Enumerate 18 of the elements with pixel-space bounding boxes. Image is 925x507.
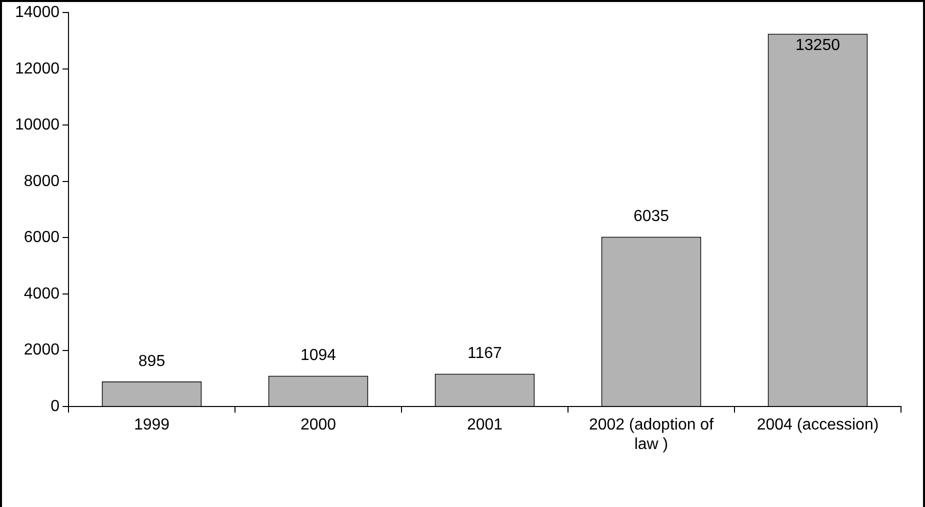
y-tick-label: 8000 — [24, 172, 60, 190]
x-tick-label: 2004 (accession) — [756, 416, 879, 434]
data-label: 895 — [138, 352, 166, 370]
x-tick-label: 2000 — [300, 416, 336, 434]
data-label: 1167 — [468, 345, 502, 362]
data-label: 6035 — [633, 208, 670, 226]
y-tick-label: 12000 — [14, 60, 60, 78]
y-tick-label: 6000 — [24, 229, 60, 246]
x-tick-label: 2001 — [466, 416, 503, 434]
x-tick-label: 2002 (adoption of law ) — [588, 416, 714, 453]
data-label: 13250 — [796, 37, 840, 54]
y-tick-label: 0 — [50, 398, 60, 416]
x-tick-label: 1999 — [134, 416, 170, 434]
y-tick-label: 10000 — [14, 116, 60, 134]
y-tick-label: 14000 — [14, 4, 60, 22]
y-tick-label: 2000 — [24, 342, 60, 359]
data-label: 1094 — [300, 347, 336, 364]
y-tick-label: 4000 — [24, 285, 60, 302]
